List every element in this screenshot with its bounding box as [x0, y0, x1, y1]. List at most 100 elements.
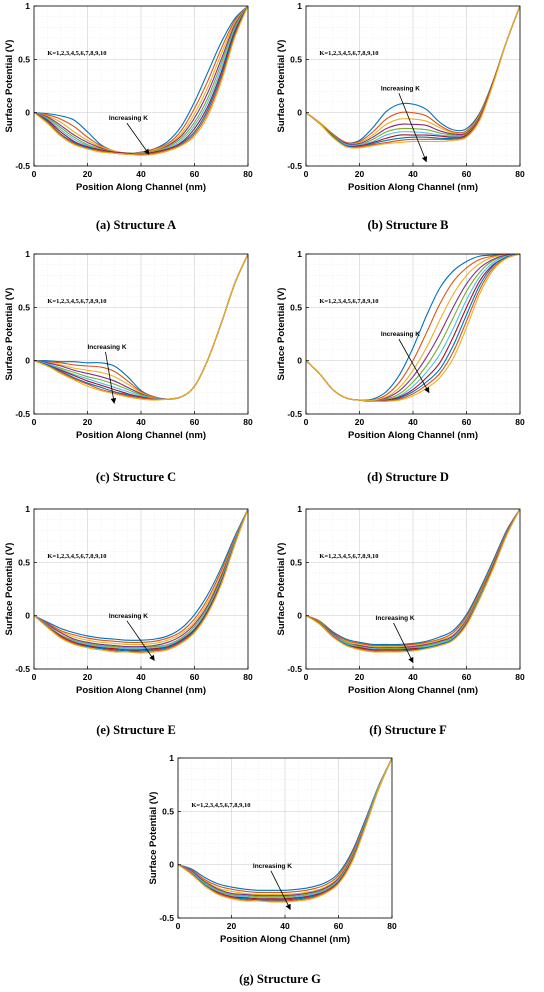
panel-structure-f: 0 20 40 60 80 -0.5 0 0.5 1 Position Along Channel… — [272, 503, 544, 743]
series-line-k1 — [178, 758, 392, 891]
y-tick-label: 0 — [25, 611, 30, 621]
x-tick-label: 80 — [515, 417, 525, 427]
y-tick-label: 1 — [25, 249, 30, 259]
x-tick-label: 0 — [32, 417, 37, 427]
x-tick-label: 80 — [243, 672, 253, 682]
x-tick-label: 60 — [334, 921, 344, 931]
y-tick-label: 0 — [297, 356, 302, 366]
y-tick-label: 0.5 — [290, 54, 302, 64]
series-line-k3 — [34, 509, 248, 646]
x-tick-label: 40 — [136, 417, 146, 427]
x-axis-label: Position Along Channel (nm) — [76, 685, 206, 696]
x-tick-label: 80 — [243, 417, 253, 427]
k-values-label: K=1,2,3,4,5,6,7,8,9,10 — [47, 50, 106, 57]
increasing-k-label: Increasing K — [109, 115, 148, 122]
y-tick-label: -0.5 — [15, 664, 30, 674]
increasing-k-arrow — [105, 351, 117, 404]
k-values-label: K=1,2,3,4,5,6,7,8,9,10 — [319, 50, 378, 57]
series-line-k10 — [306, 509, 520, 653]
series-group — [34, 254, 248, 401]
panel-structure-e: 0 20 40 60 80 -0.5 0 0.5 1 Position Along Channel… — [0, 503, 272, 743]
k-values-label: K=1,2,3,4,5,6,7,8,9,10 — [319, 298, 378, 305]
y-axis-label: Surface Potential (V) — [276, 40, 287, 133]
y-axis-label: Surface Potential (V) — [4, 40, 15, 133]
caption-structure-g: (g) Structure G — [239, 972, 321, 986]
k-values-label: K=1,2,3,4,5,6,7,8,9,10 — [319, 553, 378, 560]
panel-structure-b: 0 20 40 60 80 -0.5 0 0.5 1 Position Along Channel… — [272, 0, 544, 240]
x-tick-label: 0 — [32, 672, 37, 682]
x-axis-label: Position Along Channel (nm) — [348, 430, 478, 441]
caption-structure-a: (a) Structure A — [95, 218, 177, 232]
x-tick-label: 40 — [136, 672, 146, 682]
x-tick-label: 60 — [190, 417, 200, 427]
x-tick-label: 80 — [243, 169, 253, 179]
series-group — [306, 6, 520, 149]
series-line-k2 — [34, 6, 248, 154]
y-tick-label: 0 — [25, 108, 30, 118]
x-tick-label: 20 — [355, 672, 365, 682]
y-tick-label: 0.5 — [290, 557, 302, 567]
series-line-k4 — [34, 509, 248, 648]
y-tick-label: 0.5 — [162, 806, 174, 816]
increasing-k-arrow — [393, 622, 414, 664]
x-tick-label: 20 — [83, 417, 93, 427]
series-line-k10 — [178, 758, 392, 903]
x-tick-label: 60 — [190, 169, 200, 179]
increasing-k-label: Increasing K — [381, 331, 420, 338]
k-values-label: K=1,2,3,4,5,6,7,8,9,10 — [47, 298, 106, 305]
y-tick-label: -0.5 — [287, 664, 302, 674]
series-group — [34, 509, 248, 654]
series-group — [34, 6, 248, 156]
increasing-k-label: Increasing K — [88, 344, 127, 351]
increasing-k-arrow — [126, 122, 150, 155]
x-tick-label: 20 — [355, 169, 365, 179]
x-tick-label: 0 — [304, 672, 309, 682]
x-axis-label: Position Along Channel (nm) — [220, 934, 350, 945]
series-line-k2 — [34, 509, 248, 644]
k-values-label: K=1,2,3,4,5,6,7,8,9,10 — [47, 553, 106, 560]
x-tick-label: 60 — [462, 169, 472, 179]
panel-structure-a: 0 20 40 60 80 -0.5 0 0.5 1 Position Along Channel… — [0, 0, 272, 240]
y-tick-label: -0.5 — [287, 409, 302, 419]
x-tick-label: 80 — [387, 921, 397, 931]
x-axis-label: Position Along Channel (nm) — [76, 182, 206, 193]
caption-structure-f: (f) Structure F — [369, 723, 447, 737]
x-axis-label: Position Along Channel (nm) — [348, 182, 478, 193]
x-tick-label: 40 — [408, 169, 418, 179]
y-tick-label: 0 — [169, 860, 174, 870]
increasing-k-label: Increasing K — [381, 85, 420, 92]
series-line-k10 — [34, 6, 248, 156]
y-tick-label: 1 — [297, 249, 302, 259]
k-values-label: K=1,2,3,4,5,6,7,8,9,10 — [191, 802, 250, 809]
y-tick-label: 1 — [25, 1, 30, 11]
x-tick-label: 40 — [280, 921, 290, 931]
series-group — [306, 254, 520, 403]
y-axis-label: Surface Potential (V) — [4, 288, 15, 381]
x-tick-label: 40 — [136, 169, 146, 179]
x-tick-label: 0 — [304, 169, 309, 179]
x-tick-label: 20 — [83, 672, 93, 682]
x-tick-label: 20 — [227, 921, 237, 931]
series-line-k9 — [34, 6, 248, 155]
increasing-k-arrow — [126, 620, 155, 661]
caption-structure-c: (c) Structure C — [95, 470, 177, 484]
series-line-k10 — [34, 254, 248, 401]
series-line-k6 — [34, 6, 248, 154]
increasing-k-label: Increasing K — [109, 613, 148, 620]
y-tick-label: 0 — [25, 356, 30, 366]
series-line-k10 — [34, 509, 248, 654]
x-tick-label: 0 — [32, 169, 37, 179]
y-tick-label: 1 — [169, 753, 174, 763]
increasing-k-label: Increasing K — [376, 615, 415, 622]
series-group — [306, 509, 520, 653]
y-tick-label: 0.5 — [290, 302, 302, 312]
y-axis-label: Surface Potential (V) — [276, 543, 287, 636]
series-line-k1 — [34, 509, 248, 641]
y-tick-label: 0.5 — [18, 302, 30, 312]
